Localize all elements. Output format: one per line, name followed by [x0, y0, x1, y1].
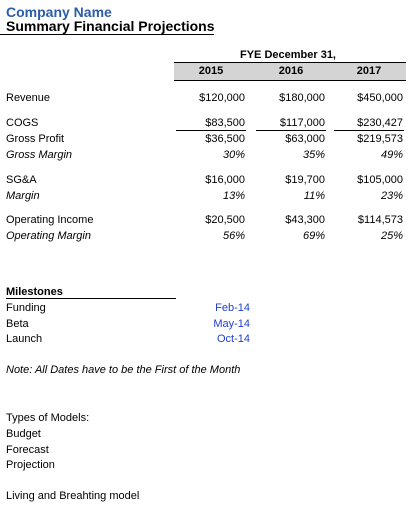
cell-gross-profit-2016[interactable]: $63,000 [285, 133, 325, 145]
milestone-label-launch[interactable]: Launch [6, 333, 43, 345]
cell-gross-margin-2015[interactable]: 30% [222, 149, 245, 161]
cell-gross-margin-2016[interactable]: 35% [302, 149, 325, 161]
cell-operating-margin-2017[interactable]: 25% [380, 230, 403, 242]
milestone-date-funding[interactable]: Feb-14 [215, 302, 250, 314]
fye-label: FYE December 31, [240, 49, 336, 61]
cell-gross-margin-2017[interactable]: 49% [380, 149, 403, 161]
model-item-budget[interactable]: Budget [6, 428, 41, 440]
cell-operating-income-2015[interactable]: $20,500 [205, 214, 245, 226]
year-2017[interactable]: 2017 [356, 65, 382, 77]
row-label-gross-profit[interactable]: Gross Profit [6, 133, 65, 145]
row-label-cogs[interactable]: COGS [6, 117, 39, 129]
cell-sga-2017[interactable]: $105,000 [357, 174, 403, 186]
cell-operating-income-2017[interactable]: $114,573 [357, 214, 403, 226]
cell-operating-margin-2015[interactable]: 56% [222, 230, 245, 242]
row-label-gross-margin[interactable]: Gross Margin [6, 149, 73, 161]
year-2015[interactable]: 2015 [198, 65, 224, 77]
cogs-underline-2015 [176, 130, 246, 131]
cogs-underline-2017 [334, 130, 404, 131]
row-label-margin[interactable]: Margin [6, 190, 40, 202]
cell-revenue-2015[interactable]: $120,000 [199, 92, 245, 104]
cogs-underline-2016 [256, 130, 326, 131]
cell-sga-2016[interactable]: $19,700 [285, 174, 325, 186]
cell-margin-2017[interactable]: 23% [380, 190, 403, 202]
models-heading[interactable]: Types of Models: [6, 412, 90, 424]
model-item-projection[interactable]: Projection [6, 459, 55, 471]
cell-cogs-2015[interactable]: $83,500 [205, 117, 245, 129]
cell-cogs-2017[interactable]: $230,427 [357, 117, 403, 129]
cell-gross-profit-2017[interactable]: $219,573 [357, 133, 403, 145]
milestones-heading[interactable]: Milestones [6, 286, 63, 298]
milestones-underline [6, 298, 176, 299]
cell-revenue-2016[interactable]: $180,000 [279, 92, 325, 104]
title-underline [0, 34, 214, 35]
milestones-note[interactable]: Note: All Dates have to be the First of … [6, 364, 241, 376]
row-label-revenue[interactable]: Revenue [6, 92, 51, 104]
sheet-title: Summary Financial Projections [6, 18, 215, 34]
model-item-forecast[interactable]: Forecast [6, 444, 49, 456]
footer-note[interactable]: Living and Breahting model [6, 490, 140, 502]
row-label-operating-income[interactable]: Operating Income [6, 214, 94, 226]
row-label-operating-margin[interactable]: Operating Margin [6, 230, 91, 242]
milestone-date-beta[interactable]: May-14 [213, 318, 250, 330]
cell-sga-2015[interactable]: $16,000 [205, 174, 245, 186]
milestone-label-beta[interactable]: Beta [6, 318, 29, 330]
cell-cogs-2016[interactable]: $117,000 [279, 117, 325, 129]
year-header-band [174, 62, 406, 81]
cell-revenue-2017[interactable]: $450,000 [357, 92, 403, 104]
row-label-sga[interactable]: SG&A [6, 174, 37, 186]
company-name: Company Name [6, 4, 112, 20]
milestone-label-funding[interactable]: Funding [6, 302, 46, 314]
cell-operating-margin-2016[interactable]: 69% [302, 230, 325, 242]
milestone-date-launch[interactable]: Oct-14 [216, 333, 250, 345]
year-2016[interactable]: 2016 [278, 65, 304, 77]
cell-margin-2015[interactable]: 13% [222, 190, 245, 202]
cell-gross-profit-2015[interactable]: $36,500 [205, 133, 245, 145]
cell-margin-2016[interactable]: 11% [303, 190, 325, 202]
cell-operating-income-2016[interactable]: $43,300 [285, 214, 325, 226]
